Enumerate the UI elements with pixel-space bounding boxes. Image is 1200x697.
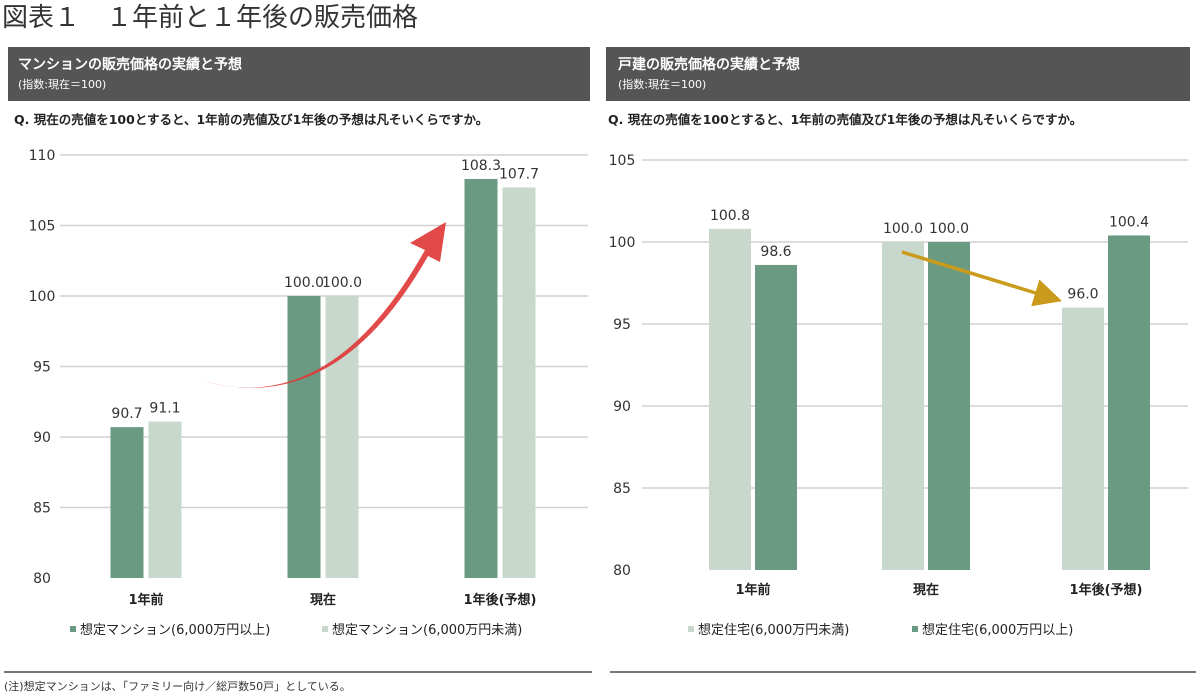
y-tick-label: 105 [609,153,636,169]
bar [110,427,144,578]
right-legend: 想定住宅(6,000万円未満) 想定住宅(6,000万円以上) [688,622,1073,638]
bar [325,296,359,578]
legend-swatch-light [322,626,328,632]
legend-swatch-dark [70,626,76,632]
x-category-label: 1年前 [735,582,770,598]
legend-swatch-light [688,626,694,632]
y-tick-label: 80 [33,571,51,587]
data-label: 107.7 [499,166,539,182]
bar [1108,235,1150,570]
left-legend: 想定マンション(6,000万円以上) 想定マンション(6,000万円未満) [70,622,522,638]
bar [287,296,321,578]
data-label: 100.0 [929,221,969,237]
y-tick-label: 85 [613,481,631,497]
footnote: (注)想定マンションは、「ファミリー向け／総戸数50戸」としている。 [4,679,351,693]
bar [502,187,536,578]
legend-swatch-dark [912,626,918,632]
bar [928,242,970,570]
data-label: 100.8 [710,208,750,224]
right-chart-question: Q. 現在の売値を100とすると、1年前の売値及び1年後の予想は凡そいくらですか… [608,112,1082,127]
y-tick-label: 95 [33,360,51,376]
right-chart-header [606,47,1190,101]
data-label: 100.4 [1109,214,1149,230]
y-tick-label: 100 [609,235,636,251]
x-category-label: 現在 [913,582,939,598]
legend-label: 想定住宅(6,000万円未満) [698,622,849,638]
left-chart-plot: 80 85 90 95 100 105 110 1年前 90.7 91.1 現在 100.0100.0… [29,148,588,608]
legend-label: 想定マンション(6,000万円未満) [332,622,522,638]
y-tick-label: 90 [33,430,51,446]
data-label: 100.0 [883,221,923,237]
data-label: 91.1 [149,400,180,416]
data-label: 100.0 [322,275,362,291]
y-tick-label: 80 [613,563,631,579]
left-chart-title: マンションの販売価格の実績と予想 [18,56,242,73]
right-chart-plot: 80 85 90 95 100 105 1年前 100.8 98.6 現在 100.0 100.0 1年… [609,153,1188,598]
x-category-label: 1年後(予想) [1070,582,1143,598]
left-chart-question: Q. 現在の売値を100とすると、1年前の売値及び1年後の予想は凡そいくらですか… [14,112,488,127]
data-label: 90.7 [111,406,142,422]
data-label: 100.0 [284,275,324,291]
left-chart-header [8,47,590,101]
right-chart-subtitle: (指数:現在＝100) [618,77,706,91]
legend-label: 想定住宅(6,000万円以上) [922,622,1073,638]
legend-label: 想定マンション(6,000万円以上) [80,622,270,638]
gold-decrease-arrow-icon [901,250,1063,307]
red-increase-arrow-icon [200,222,446,388]
bar [464,178,498,578]
right-chart-title: 戸建の販売価格の実績と予想 [618,56,800,73]
x-category-label: 1年後(予想) [464,592,537,608]
x-category-label: 1年前 [128,592,163,608]
data-label: 108.3 [461,158,501,174]
y-tick-label: 85 [33,501,51,517]
figure-title: 図表１ １年前と１年後の販売価格 [2,3,418,33]
y-tick-label: 100 [29,289,56,305]
y-tick-label: 105 [29,219,56,235]
y-tick-label: 95 [613,317,631,333]
y-tick-label: 90 [613,399,631,415]
bar [882,242,924,570]
bar [1062,307,1104,570]
y-tick-label: 110 [29,148,56,164]
x-category-label: 現在 [310,592,336,608]
bar [148,421,182,578]
data-label: 98.6 [760,244,791,260]
bar [709,228,751,570]
bar [755,264,797,570]
left-chart-subtitle: (指数:現在＝100) [18,77,106,91]
data-label: 96.0 [1067,287,1098,303]
